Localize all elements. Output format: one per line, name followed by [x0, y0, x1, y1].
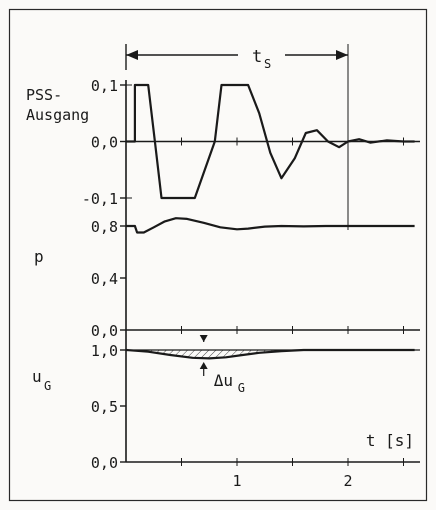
y-tick-label: 0,4 [91, 270, 118, 288]
y-tick-label: 0,8 [91, 218, 118, 236]
y-axis-label: u [32, 367, 42, 386]
series-line-p [126, 217, 415, 234]
delta-ug-hatch [126, 350, 415, 359]
y-axis-label: Ausgang [26, 106, 89, 124]
y-tick-label: 0,1 [91, 77, 118, 95]
y-tick-label: 0,0 [91, 134, 118, 152]
y-tick-label: 0,0 [91, 454, 118, 472]
x-axis-label: t [s] [366, 431, 414, 450]
x-tick-label: 2 [343, 472, 352, 490]
delta-ug-arrow-bottom [199, 362, 208, 369]
figure-border [8, 8, 428, 502]
y-axis-label: PSS- [26, 86, 62, 104]
delta-ug-label: Δu [214, 371, 233, 390]
x-tick-label: 1 [232, 472, 241, 490]
y-tick-label: -0,1 [82, 190, 118, 208]
ts-arrow-head-left [126, 50, 138, 60]
y-axis-label: p [34, 247, 44, 266]
ts-label: t [252, 47, 262, 67]
y-tick-label: 0,0 [91, 322, 118, 340]
series-line-uG [125, 348, 415, 360]
y-axis-label-sub: G [44, 379, 51, 393]
ts-arrow-head-right [336, 50, 348, 60]
ts-label-sub: S [264, 57, 271, 71]
y-tick-label: 1,0 [91, 342, 118, 360]
series-line-pss [126, 83, 415, 200]
y-tick-label: 0,5 [91, 398, 118, 416]
delta-ug-label-sub: G [238, 381, 245, 395]
